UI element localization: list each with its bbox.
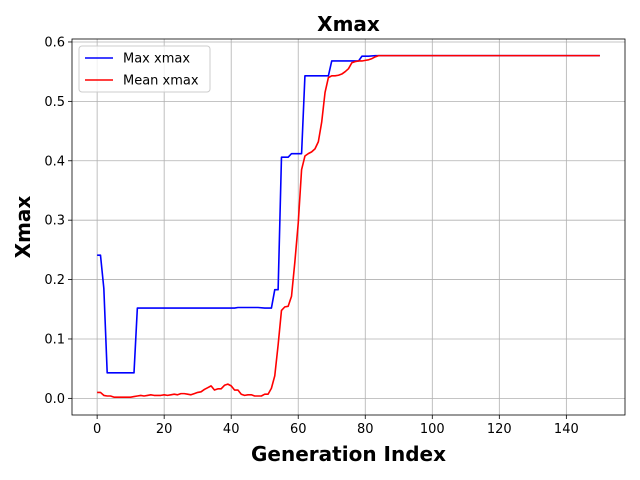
- chart-title: Xmax: [317, 12, 380, 36]
- x-tick-label: 140: [554, 422, 579, 437]
- series-layer: [97, 54, 600, 398]
- y-tick-label: 0.6: [44, 35, 65, 50]
- x-tick-label: 60: [290, 422, 307, 437]
- tick-layer: 0 20 40 60 80 100 120 140 0.0 0.1 0.2 0.3 0.4 0.5 0.6: [44, 35, 578, 437]
- series-line-max-xmax: [97, 54, 600, 374]
- y-tick-label: 0.3: [44, 214, 65, 229]
- y-tick-label: 0.5: [44, 95, 65, 110]
- legend: Max xmax Mean xmax: [78, 45, 211, 93]
- x-tick-label: 100: [420, 422, 445, 437]
- y-axis-label: Xmax: [11, 196, 35, 259]
- x-tick-label: 80: [357, 422, 374, 437]
- legend-label: Max xmax: [123, 52, 190, 67]
- x-tick-label: 20: [156, 422, 173, 437]
- y-tick-label: 0.1: [44, 332, 65, 347]
- grid-layer: [72, 39, 625, 415]
- x-tick-label: 120: [487, 422, 512, 437]
- y-tick-label: 0.4: [44, 154, 65, 169]
- legend-label: Mean xmax: [123, 74, 199, 89]
- series-line-mean-xmax: [97, 54, 600, 398]
- y-tick-label: 0.2: [44, 273, 65, 288]
- x-tick-label: 40: [223, 422, 240, 437]
- x-tick-label: 0: [93, 422, 101, 437]
- plot-frame: [71, 38, 626, 416]
- y-tick-label: 0.0: [44, 392, 65, 407]
- x-axis-label: Generation Index: [251, 442, 446, 466]
